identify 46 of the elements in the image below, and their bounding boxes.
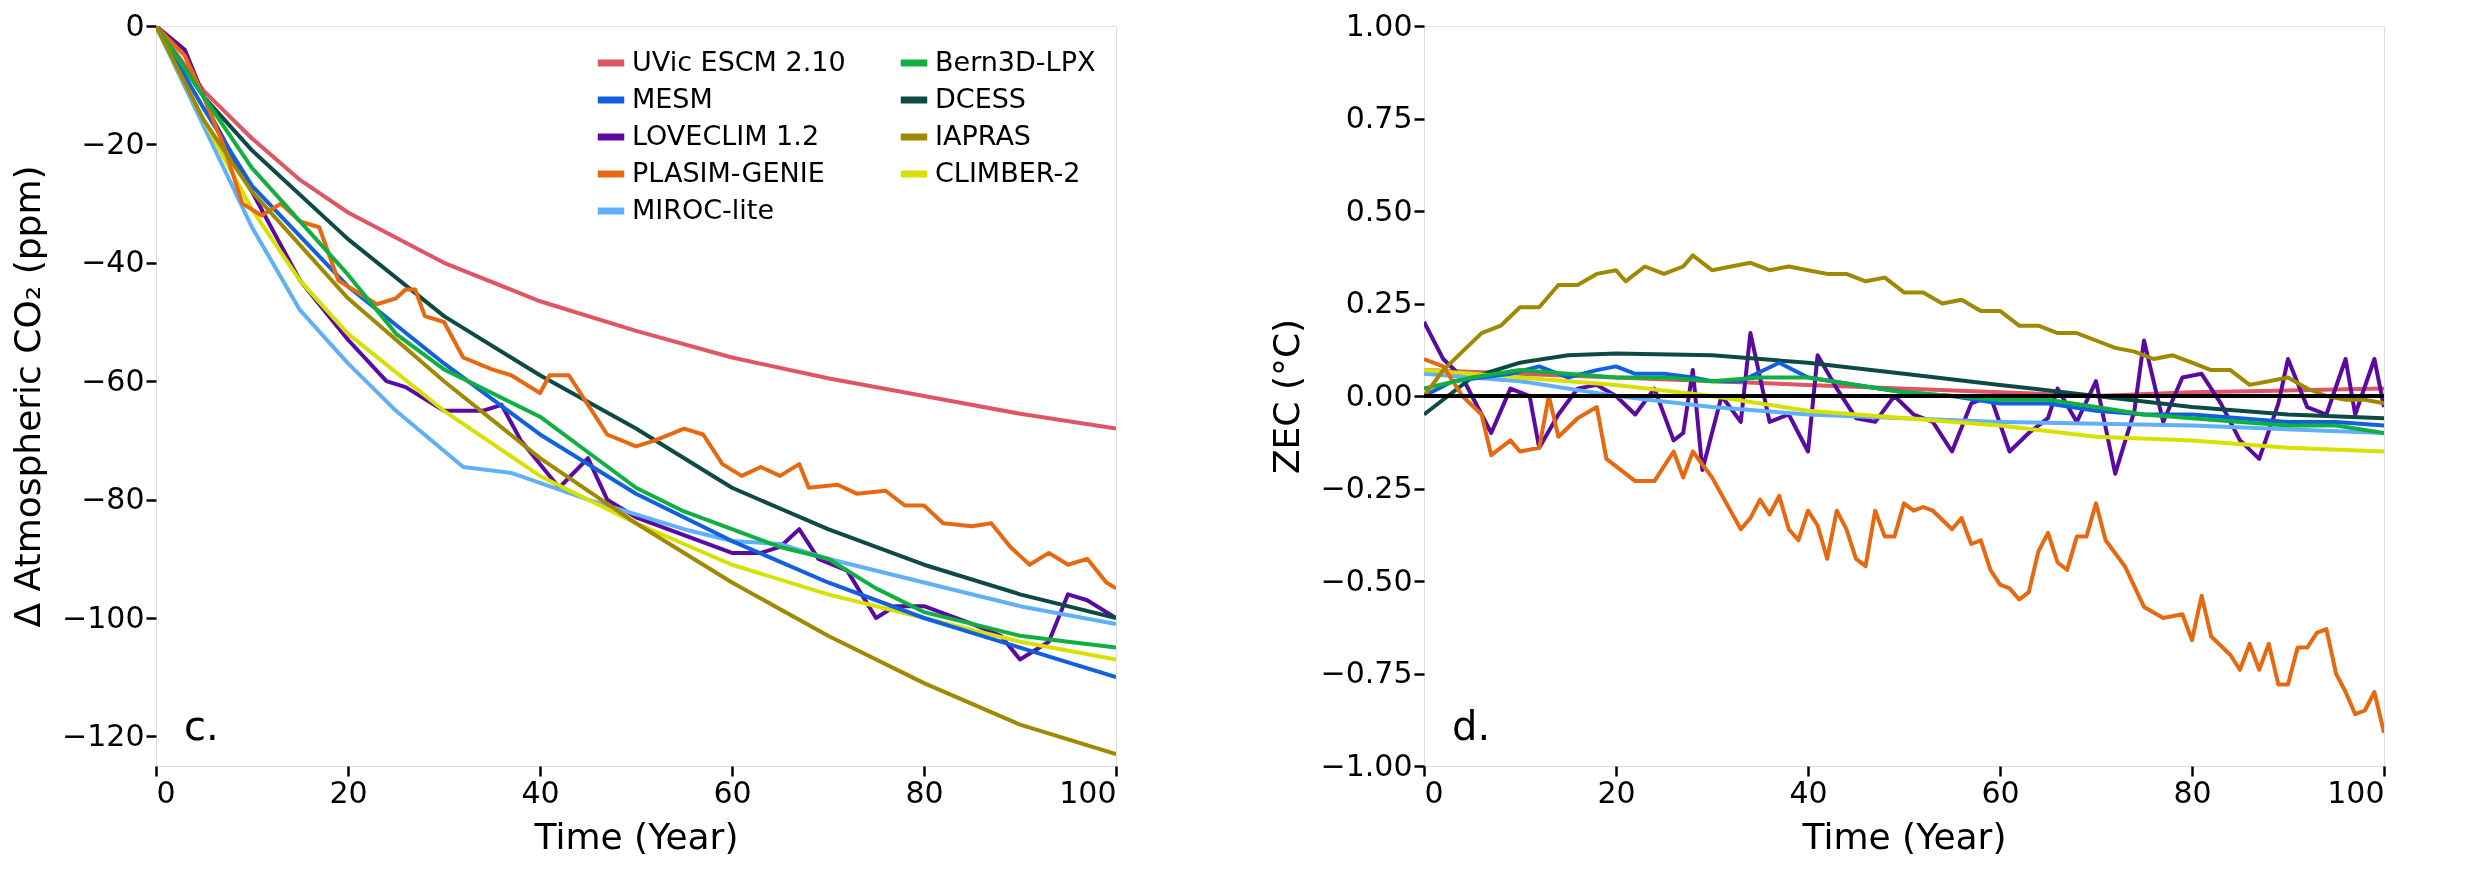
x-tick-label: 60 xyxy=(1981,774,2020,810)
legend-label: MIROC-lite xyxy=(632,194,775,225)
legend-label: LOVECLIM 1.2 xyxy=(632,120,820,151)
line-series xyxy=(1424,368,2384,454)
x-tick-label: 20 xyxy=(329,774,368,810)
line-series xyxy=(1424,253,2384,406)
annotation: c. xyxy=(184,703,219,749)
x-axis-title: Time (Year) xyxy=(1801,815,2007,857)
x-tick-label: 0 xyxy=(156,774,176,810)
x-axis-title: Time (Year) xyxy=(533,815,739,857)
legend-label: CLIMBER-2 xyxy=(935,157,1081,188)
y-axis-title: Δ Atmospheric CO₂ (ppm) xyxy=(7,165,49,628)
legend-label: UVic ESCM 2.10 xyxy=(632,46,846,77)
line-series xyxy=(1424,351,2384,421)
legend-label: IAPRAS xyxy=(935,120,1031,151)
y-tick-label: −20 xyxy=(81,125,145,161)
x-tick-label: 80 xyxy=(905,774,944,810)
y-axis-title: ZEC (°C) xyxy=(1265,318,1307,475)
y-tick-label: −0.25 xyxy=(1320,470,1413,505)
x-tick-label: 80 xyxy=(2173,774,2212,810)
y-tick-label: −1.00 xyxy=(1320,747,1413,783)
x-tick-label: 40 xyxy=(521,774,560,810)
y-tick-label: 0.00 xyxy=(1345,377,1413,413)
x-tick-label: 20 xyxy=(1597,774,1636,810)
y-tick-label: −60 xyxy=(81,362,145,398)
x-tick-label: 60 xyxy=(713,774,752,810)
x-tick-label: 100 xyxy=(2327,774,2385,810)
y-tick-label: −40 xyxy=(81,244,145,280)
x-tick-label: 40 xyxy=(1789,774,1828,810)
y-tick-label: −80 xyxy=(81,481,145,517)
y-tick-label: 0 xyxy=(125,7,145,43)
legend-label: DCESS xyxy=(935,83,1026,114)
y-tick-label: 0.25 xyxy=(1345,285,1413,320)
y-tick-label: −100 xyxy=(62,599,145,635)
x-tick-label: 0 xyxy=(1424,774,1444,810)
legend-label: Bern3D-LPX xyxy=(935,46,1096,77)
y-tick-label: −120 xyxy=(62,717,145,753)
y-tick-label: −0.75 xyxy=(1320,655,1413,690)
x-tick-label: 100 xyxy=(1059,774,1117,810)
y-tick-label: −0.50 xyxy=(1320,562,1413,598)
legend-label: MESM xyxy=(632,83,713,114)
annotation: d. xyxy=(1452,703,1491,749)
y-tick-label: 0.50 xyxy=(1345,192,1413,228)
y-tick-label: 1.00 xyxy=(1345,7,1413,43)
legend-label: PLASIM-GENIE xyxy=(632,157,825,188)
y-tick-label: 0.75 xyxy=(1345,100,1413,135)
